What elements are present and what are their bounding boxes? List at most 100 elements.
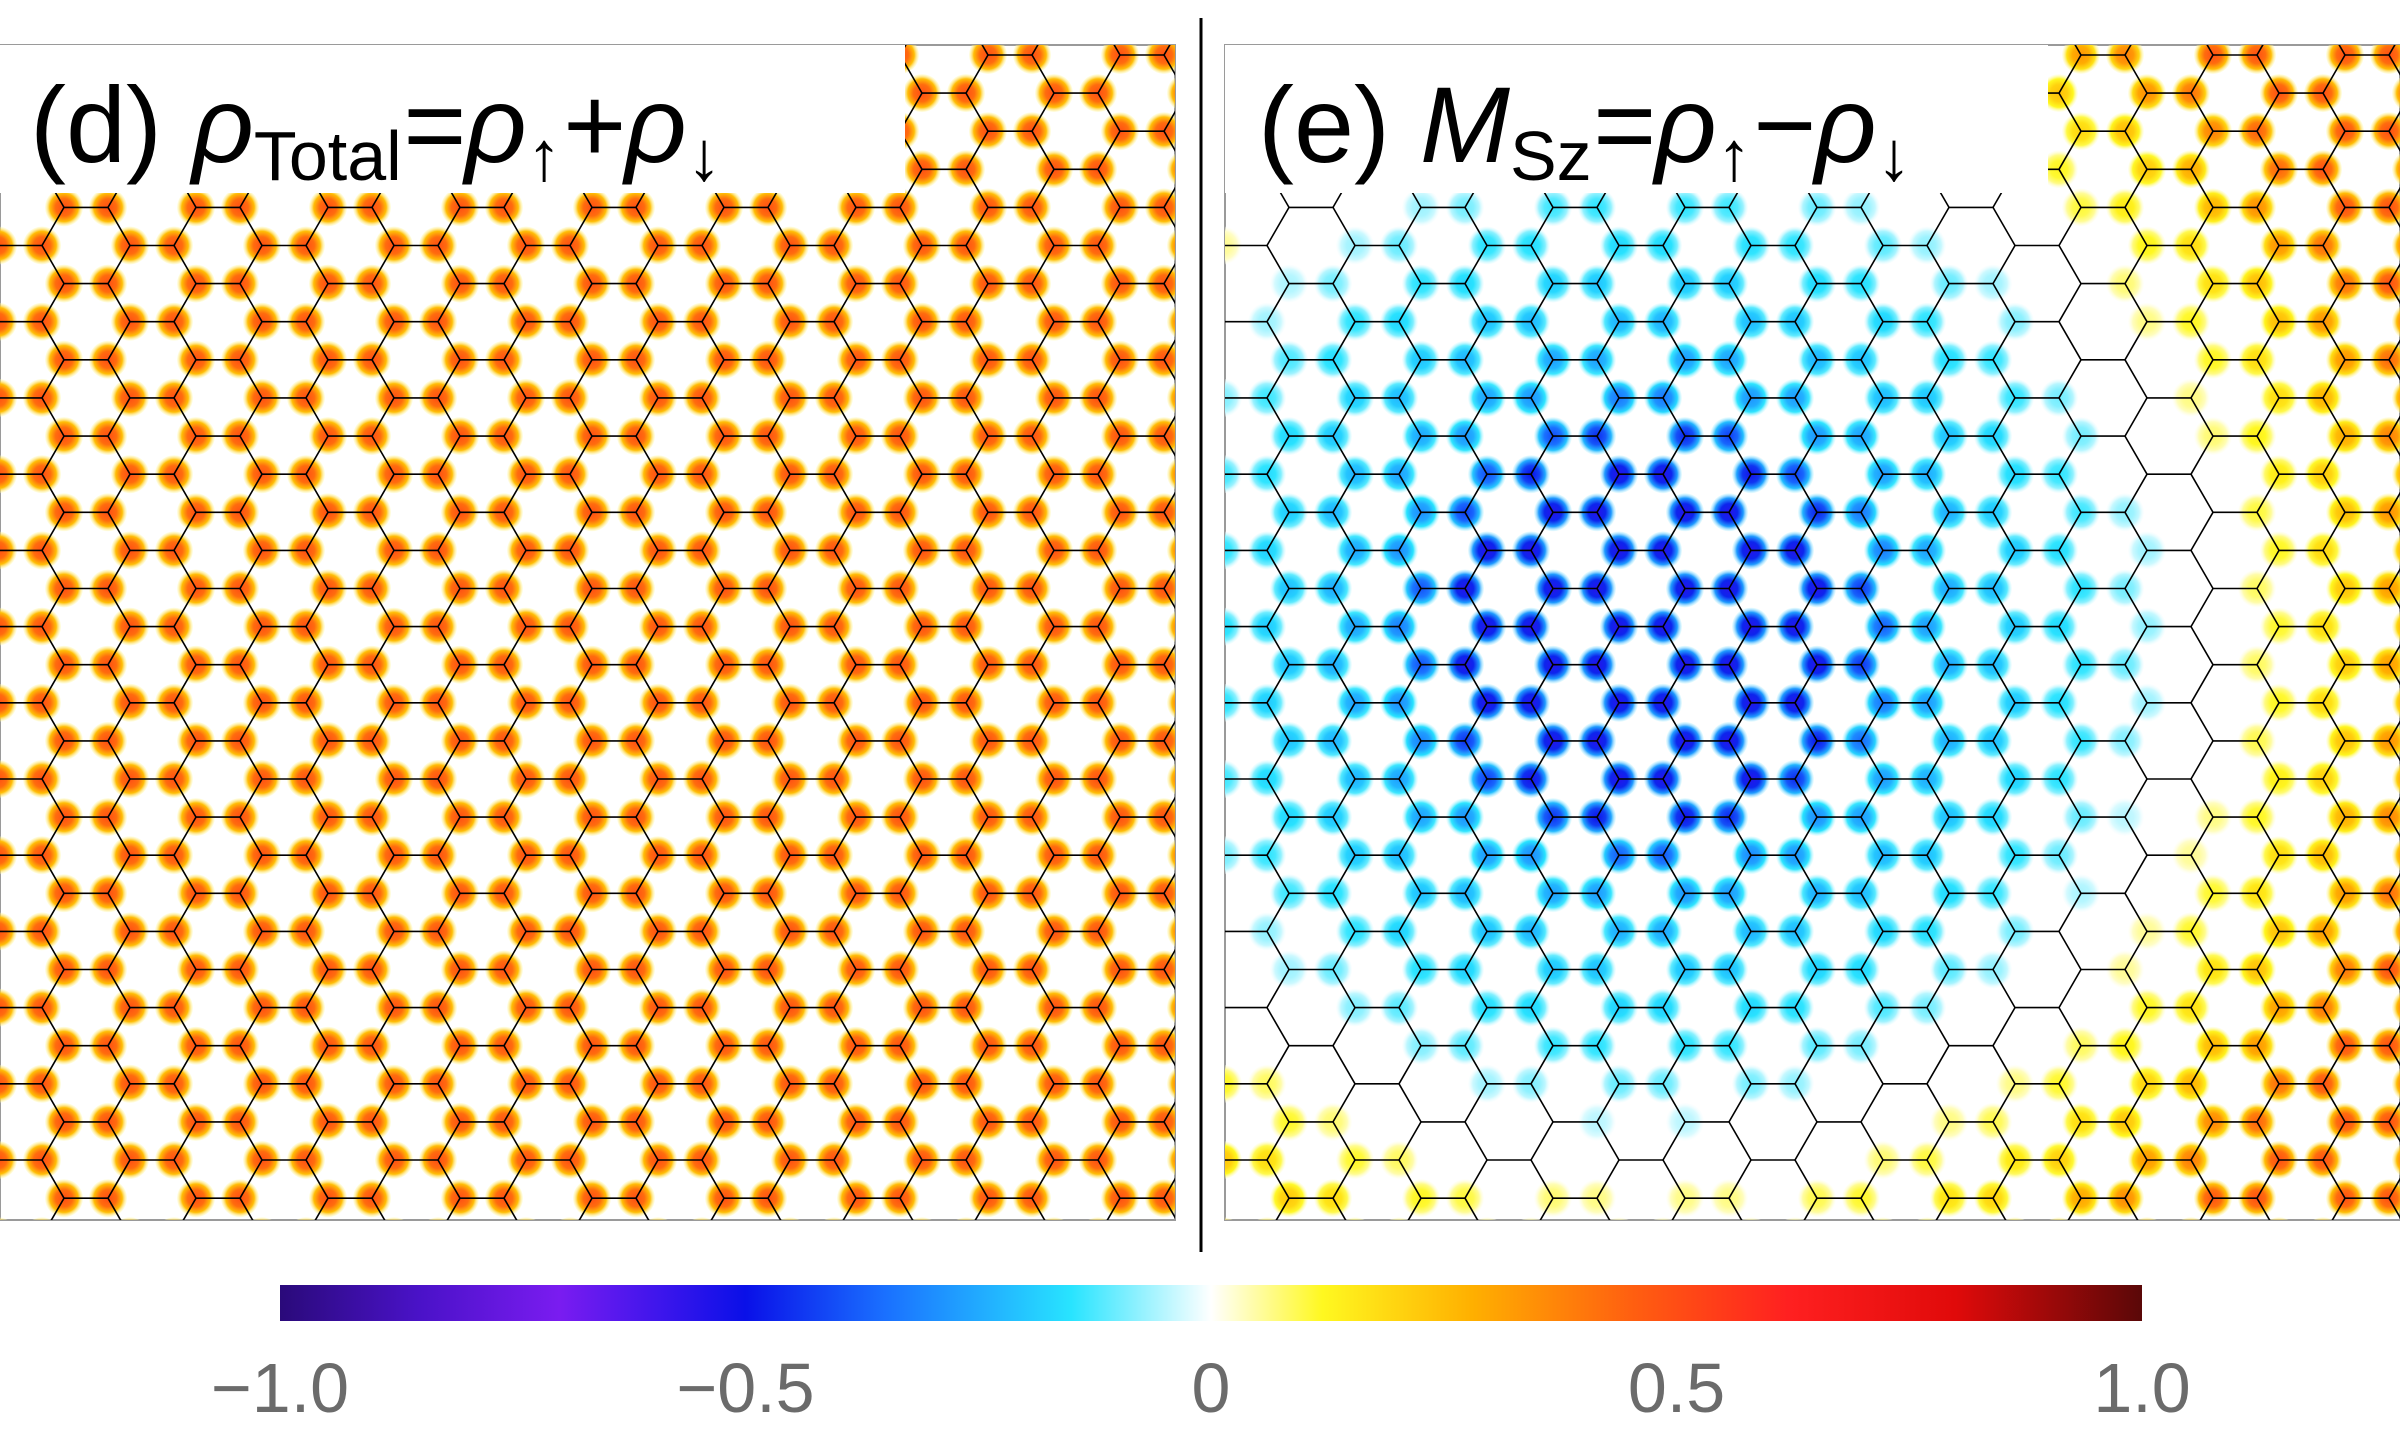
lattice-bond <box>1201 1236 1223 1274</box>
lattice-bond <box>1097 1045 1121 1085</box>
lattice-bond <box>1267 1236 1289 1274</box>
lattice-site <box>111 0 149 36</box>
lattice-bond <box>569 321 593 361</box>
lattice-bond <box>1596 206 1620 246</box>
lattice-site <box>2128 0 2166 36</box>
lattice-bond <box>966 1427 988 1438</box>
lattice-bond <box>2124 1159 2148 1199</box>
lattice-bond <box>2190 854 2214 894</box>
lattice-bond <box>1596 1083 1620 1123</box>
lattice-bond <box>239 816 263 856</box>
lattice-bond <box>1332 283 1356 323</box>
lattice-bond <box>1464 1045 1488 1085</box>
lattice-bond <box>965 473 989 513</box>
lattice-bond <box>1164 1236 1186 1274</box>
lattice-bond <box>899 1159 923 1199</box>
lattice-site <box>1167 534 1175 566</box>
lattice-bond <box>767 930 791 970</box>
lattice-bond <box>1031 1159 1055 1199</box>
lattice-bond <box>1333 1389 1355 1427</box>
lattice-bond <box>1861 1351 1883 1389</box>
lattice-bond <box>635 702 659 742</box>
lattice-bond <box>570 1236 592 1274</box>
lattice-bond <box>1597 0 1619 17</box>
lattice-bond <box>1596 359 1620 399</box>
lattice-bond <box>371 1007 395 1047</box>
lattice-site <box>1873 1217 1893 1220</box>
lattice-bond <box>1860 245 1884 285</box>
lattice-bond <box>1860 1045 1884 1085</box>
lattice-bond <box>1860 664 1884 704</box>
lattice-bond <box>1596 1121 1620 1161</box>
lattice-bond <box>767 1197 782 1220</box>
lattice-bond <box>1794 816 1818 856</box>
lattice-bond <box>1530 283 1554 323</box>
lattice-bond <box>1031 45 1039 56</box>
lattice-bond <box>173 1159 197 1199</box>
lattice-bond <box>2256 359 2280 399</box>
lattice-bond <box>1596 588 1620 628</box>
lattice-bond <box>41 969 65 1009</box>
lattice-bond <box>1163 816 1175 838</box>
lattice-site <box>2040 0 2078 36</box>
lattice-bond <box>1927 1427 1949 1438</box>
lattice-bond <box>2388 415 2400 437</box>
lattice-bond <box>2256 245 2280 285</box>
lattice-bond <box>1794 1159 1818 1199</box>
lattice-bond <box>1795 0 1817 17</box>
lattice-bond <box>1398 664 1422 704</box>
lattice-bond <box>1992 283 2016 323</box>
lattice-bond <box>1728 854 1752 894</box>
lattice-bond <box>1135 1236 1157 1274</box>
lattice-bond <box>1530 206 1554 246</box>
lattice-bond <box>2388 664 2400 686</box>
lattice-bond <box>503 511 527 551</box>
lattice-bond <box>41 1159 65 1199</box>
lattice-bond <box>2124 473 2148 513</box>
lattice-bond <box>1992 435 2016 475</box>
lattice-bond <box>371 778 395 818</box>
lattice-bond <box>2389 1274 2400 1312</box>
lattice-bond <box>239 1159 263 1199</box>
lattice-bond <box>503 740 527 780</box>
lattice-bond <box>635 740 659 780</box>
lattice-bond <box>1097 1007 1121 1047</box>
lattice-bond <box>1794 549 1818 589</box>
lattice-site <box>1167 763 1175 795</box>
lattice-bond <box>1163 1197 1175 1219</box>
lattice-bond <box>1596 778 1620 818</box>
lattice-bond <box>108 0 130 17</box>
lattice-bond <box>2190 283 2214 323</box>
lattice-bond <box>767 626 791 666</box>
lattice-bond <box>1362 1351 1384 1389</box>
lattice-bond <box>107 664 131 704</box>
lattice-bond <box>2190 435 2214 475</box>
lattice-bond <box>2322 1121 2346 1161</box>
lattice-bond <box>2256 130 2280 170</box>
lattice-bond <box>1163 588 1175 610</box>
lattice-bond <box>1332 778 1356 818</box>
lattice-bond <box>174 0 196 17</box>
lattice-bond <box>371 588 395 628</box>
lattice-bond <box>1926 626 1950 666</box>
lattice-bond <box>569 397 593 437</box>
lattice-bond <box>1992 359 2016 399</box>
lattice-bond <box>503 245 527 285</box>
lattice-bond <box>833 321 857 361</box>
lattice-bond <box>173 702 197 742</box>
lattice-bond <box>1163 186 1175 208</box>
lattice-bond <box>1531 1351 1553 1389</box>
lattice-bond <box>437 740 461 780</box>
lattice-bond <box>701 511 725 551</box>
lattice-bond <box>2190 969 2214 1009</box>
lattice-bond <box>1398 892 1422 932</box>
lattice-site <box>155 0 193 36</box>
lattice-site <box>419 0 457 36</box>
lattice-bond <box>1398 283 1422 323</box>
lattice-bond <box>701 283 725 323</box>
lattice-bond <box>1794 473 1818 513</box>
lattice-bond <box>2058 283 2082 323</box>
lattice-bond <box>437 892 461 932</box>
lattice-bond <box>1113 45 1121 56</box>
lattice-bond <box>41 397 65 437</box>
